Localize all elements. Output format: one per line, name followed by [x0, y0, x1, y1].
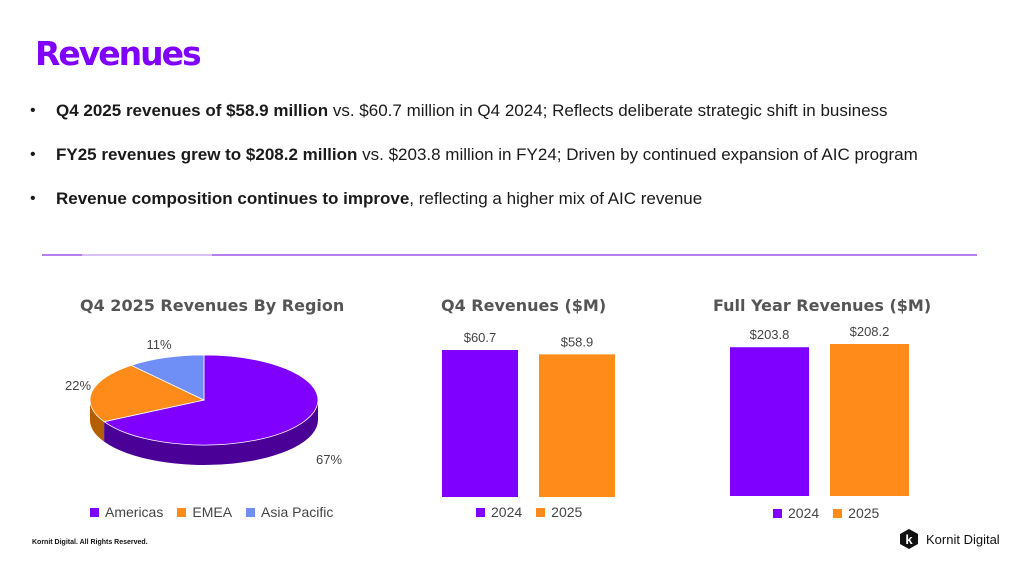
page-title: Revenues — [35, 34, 202, 73]
legend-item-2025: 2025 — [833, 505, 879, 521]
q4-legend: 2024 2025 — [476, 504, 582, 520]
legend-swatch — [476, 507, 485, 517]
bar-data-label: $60.7 — [464, 330, 497, 345]
bullet-bold: Q4 2025 revenues of $58.9 million — [56, 101, 329, 120]
pie-data-label: 11% — [146, 337, 171, 352]
bullet-text: vs. $60.7 million in Q4 2024; Reflects d… — [328, 101, 888, 120]
legend-swatch — [177, 507, 187, 517]
bar-2024 — [442, 350, 518, 497]
divider — [42, 254, 977, 256]
bar-2025 — [830, 344, 909, 496]
pie-slice-asia-pacific — [130, 354, 205, 401]
legend-label: EMEA — [192, 504, 233, 520]
brand-logo: k Kornit Digital — [898, 528, 1000, 550]
pie-slice-side — [90, 400, 105, 442]
svg-text:k: k — [905, 532, 913, 547]
pie-slice-americas — [103, 354, 319, 446]
legend-item-2025: 2025 — [536, 504, 582, 520]
fy-chart-title: Full Year Revenues ($M) — [713, 296, 932, 315]
legend-swatch — [536, 507, 546, 517]
pie-data-label: 67% — [316, 452, 342, 467]
bullet-bold: FY25 revenues grew to $208.2 million — [56, 145, 358, 164]
legend-item-americas: Americas — [90, 504, 163, 520]
q4-chart-title: Q4 Revenues ($M) — [441, 296, 607, 315]
legend-label: 2024 — [491, 504, 523, 520]
legend-item-2024: 2024 — [476, 504, 522, 520]
bullet-bold: Revenue composition continues to improve — [56, 189, 410, 208]
legend-item-asia-pacific: Asia Pacific — [246, 504, 333, 520]
legend-label: Americas — [105, 504, 164, 520]
legend-swatch — [90, 507, 99, 517]
bar-2025 — [539, 354, 615, 497]
bullet-list: Q4 2025 revenues of $58.9 million vs. $6… — [30, 98, 918, 230]
fy-legend: 2024 2025 — [773, 505, 879, 521]
brand-name: Kornit Digital — [926, 531, 1000, 547]
pie-slice-emea — [89, 364, 206, 423]
bar-2024 — [730, 347, 809, 496]
pie-legend: Americas EMEA Asia Pacific — [90, 504, 333, 520]
bar-data-label: $208.2 — [850, 324, 890, 339]
bar-data-label: $203.8 — [750, 327, 790, 342]
bullet-item: FY25 revenues grew to $208.2 million vs.… — [30, 142, 918, 186]
bar-data-label: $58.9 — [561, 334, 594, 349]
legend-item-2024: 2024 — [773, 505, 819, 521]
legend-label: 2025 — [848, 505, 880, 521]
kornit-logo-icon: k — [900, 529, 918, 549]
bullet-item: Q4 2025 revenues of $58.9 million vs. $6… — [30, 98, 918, 142]
legend-swatch — [773, 508, 782, 518]
legend-label: 2025 — [551, 504, 583, 520]
copyright-text: Kornit Digital. All Rights Reserved. — [32, 539, 148, 546]
bullet-text: vs. $203.8 million in FY24; Driven by co… — [357, 145, 918, 164]
pie-data-label: 22% — [65, 378, 91, 393]
pie-chart-title: Q4 2025 Revenues By Region — [80, 296, 345, 315]
legend-swatch — [833, 508, 843, 518]
legend-item-emea: EMEA — [177, 504, 232, 520]
legend-label: 2024 — [788, 505, 820, 521]
pie-slice-side — [104, 400, 318, 466]
legend-swatch — [246, 507, 256, 517]
legend-label: Asia Pacific — [261, 504, 334, 520]
bullet-item: Revenue composition continues to improve… — [30, 186, 918, 230]
bullet-text: , reflecting a higher mix of AIC revenue — [409, 189, 703, 208]
